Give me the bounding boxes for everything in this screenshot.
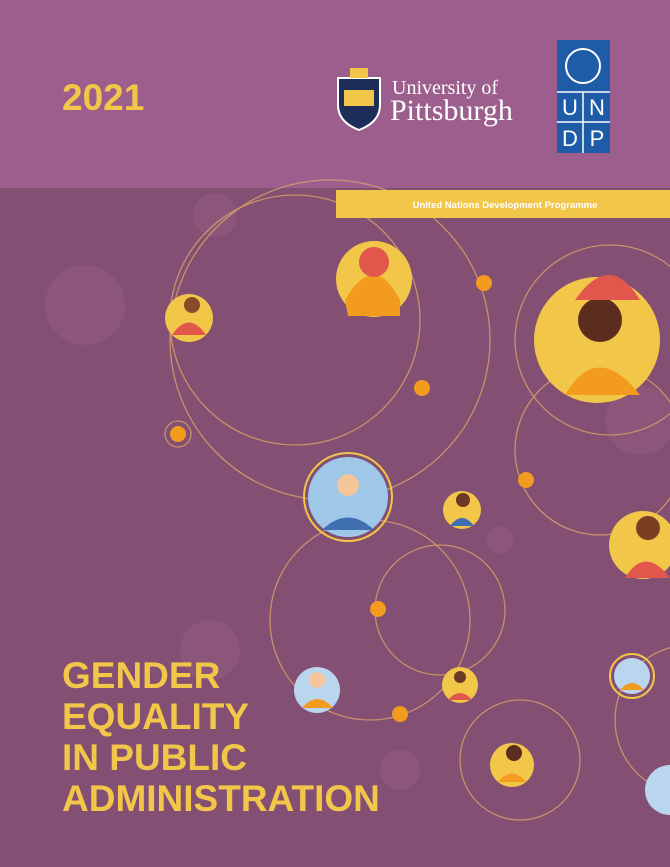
- year: 2021: [62, 77, 144, 118]
- avatars: [165, 241, 670, 815]
- undp-letter: U: [562, 95, 578, 120]
- undp-letter: P: [590, 126, 605, 151]
- undp-letter: N: [589, 95, 605, 120]
- undp-logo: U N D P: [557, 40, 610, 153]
- banner: [336, 190, 670, 218]
- pitt-logo: University of Pittsburgh: [337, 68, 513, 132]
- undp-letter: D: [562, 126, 578, 151]
- university-line1: University of: [392, 77, 498, 99]
- title-line: EQUALITY: [62, 696, 249, 737]
- title-line: GENDER: [62, 655, 220, 696]
- bokeh: [45, 193, 670, 790]
- title-line: ADMINISTRATION: [62, 778, 380, 819]
- banner-text: United Nations Development Programme: [413, 200, 598, 211]
- title-line: IN PUBLIC: [62, 737, 247, 778]
- university-line2: Pittsburgh: [390, 94, 513, 127]
